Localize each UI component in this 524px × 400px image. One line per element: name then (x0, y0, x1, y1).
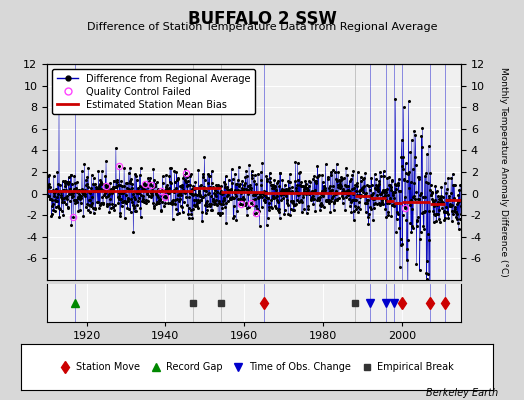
Legend: Difference from Regional Average, Quality Control Failed, Estimated Station Mean: Difference from Regional Average, Qualit… (52, 69, 255, 114)
Text: Berkeley Earth: Berkeley Earth (425, 388, 498, 398)
Y-axis label: Monthly Temperature Anomaly Difference (°C): Monthly Temperature Anomaly Difference (… (499, 67, 508, 277)
Text: BUFFALO 2 SSW: BUFFALO 2 SSW (188, 10, 336, 28)
Legend: Station Move, Record Gap, Time of Obs. Change, Empirical Break: Station Move, Record Gap, Time of Obs. C… (56, 358, 458, 376)
Text: Difference of Station Temperature Data from Regional Average: Difference of Station Temperature Data f… (87, 22, 437, 32)
